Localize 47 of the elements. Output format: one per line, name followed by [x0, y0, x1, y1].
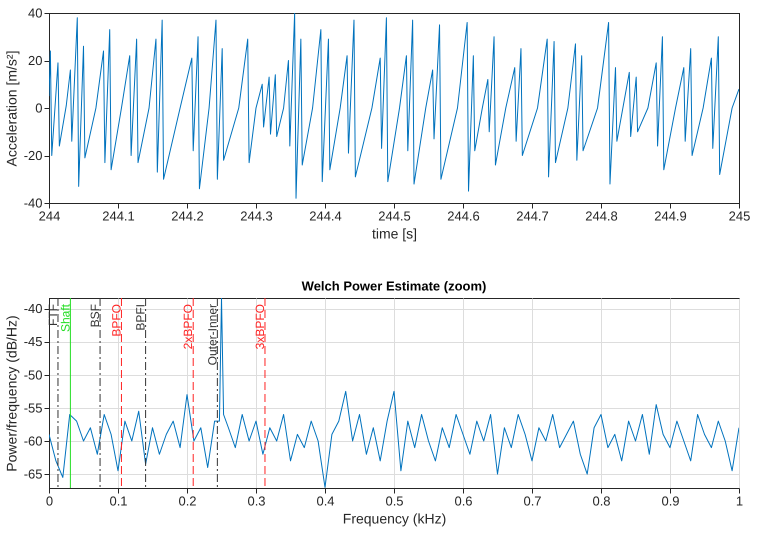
line-series: [49, 13, 739, 199]
x-tick-label: 244.4: [309, 208, 342, 224]
ref-line-label: FTF: [46, 304, 60, 326]
y-tick-label: -65: [24, 466, 42, 482]
x-tick-label: 244: [38, 208, 60, 224]
x-axis-title: Frequency (kHz): [342, 510, 446, 526]
ref-line-label: BPFO: [109, 304, 124, 337]
x-tick-label: 0.5: [385, 494, 404, 508]
x-tick-label: 244.3: [240, 208, 273, 224]
x-tick-label: 0: [46, 494, 54, 508]
x-tick-label: 244.5: [378, 208, 411, 224]
y-tick-label: -55: [24, 400, 42, 416]
x-tick-label: 244.2: [171, 208, 204, 224]
x-tick-label: 1: [736, 494, 744, 508]
chart-title: Welch Power Estimate (zoom): [302, 278, 486, 294]
ref-line-label: BPFI: [134, 304, 148, 331]
x-tick-label: 244.6: [447, 208, 480, 224]
x-tick-label: 245: [728, 208, 750, 224]
x-tick-label: 0.7: [523, 494, 542, 508]
x-tick-label: 244.8: [585, 208, 618, 224]
x-tick-label: 0.6: [454, 494, 473, 508]
y-tick-label: -60: [24, 433, 42, 448]
x-tick-label: 0.2: [178, 494, 197, 508]
y-tick-label: -40: [24, 196, 42, 210]
x-tick-label: 0.9: [661, 494, 680, 508]
ref-line-label: Outer-Inner: [205, 304, 220, 366]
y-tick-label: -50: [24, 367, 42, 382]
ref-line-label: 3xBPFO: [252, 304, 267, 350]
x-tick-label: 0.4: [316, 494, 335, 508]
ref-line-label: 2xBPFO: [181, 304, 196, 350]
x-tick-label: 244.1: [102, 208, 135, 224]
y-tick-label: 40: [28, 6, 42, 20]
y-axis-title: Power/frequency (dB/Hz): [4, 315, 20, 472]
y-tick-label: -45: [24, 334, 42, 350]
x-tick-label: 244.7: [516, 208, 549, 224]
y-axis-title: Acceleration [m/s²]: [4, 50, 20, 166]
ref-line-label: BSF: [88, 304, 102, 328]
ref-line-label: Shaft: [58, 303, 72, 332]
y-tick-label: -20: [24, 148, 42, 163]
y-tick-label: -40: [24, 301, 42, 316]
y-tick-label: 20: [28, 53, 42, 68]
x-tick-label: 0.3: [247, 494, 266, 508]
x-axis-title: time [s]: [372, 226, 418, 242]
x-tick-label: 0.8: [592, 494, 611, 508]
y-tick-label: 0: [35, 100, 42, 116]
x-tick-label: 244.9: [654, 208, 687, 224]
x-tick-label: 0.1: [109, 494, 128, 508]
